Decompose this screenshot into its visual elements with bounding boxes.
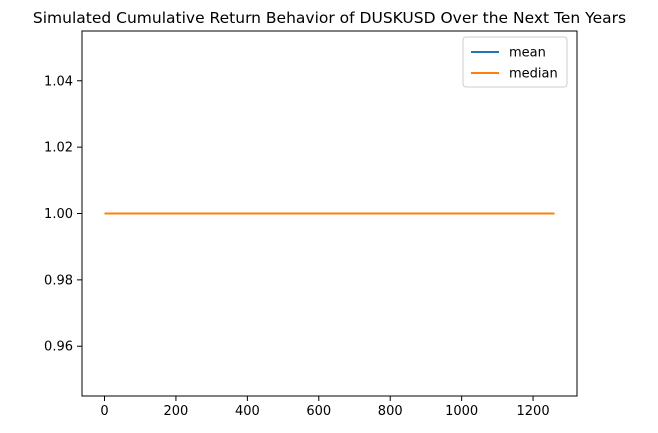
x-tick-label: 200 xyxy=(164,404,189,419)
x-tick-label: 600 xyxy=(306,404,331,419)
chart-title: Simulated Cumulative Return Behavior of … xyxy=(33,9,626,27)
y-tick-label: 0.98 xyxy=(44,273,73,288)
x-tick-label: 800 xyxy=(378,404,403,419)
x-axis: 0 200 400 600 800 1000 1200 xyxy=(100,396,550,419)
y-tick-label: 1.02 xyxy=(44,141,73,156)
legend-box xyxy=(462,36,568,88)
x-tick-label: 400 xyxy=(235,404,260,419)
legend-label: mean xyxy=(509,46,546,61)
legend-label: median xyxy=(509,67,558,82)
x-tick-label: 0 xyxy=(100,404,108,419)
x-tick-label: 1200 xyxy=(517,404,550,419)
y-axis: 0.96 0.98 1.00 1.02 1.04 xyxy=(44,74,82,355)
y-tick-label: 0.96 xyxy=(44,340,73,355)
y-tick-label: 1.04 xyxy=(44,74,73,89)
legend: mean median xyxy=(462,36,568,88)
y-tick-label: 1.00 xyxy=(44,207,73,222)
x-tick-label: 1000 xyxy=(445,404,478,419)
